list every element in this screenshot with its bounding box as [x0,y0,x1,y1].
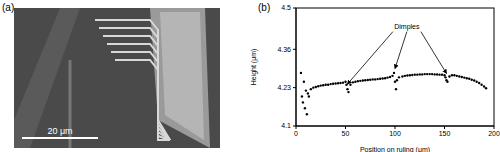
svg-text:50: 50 [342,130,350,137]
svg-text:4.1: 4.1 [281,122,291,129]
svg-text:Position on ruling (μm): Position on ruling (μm) [360,146,430,152]
svg-text:200: 200 [488,130,492,137]
svg-text:100: 100 [389,130,401,137]
svg-text:Height (μm): Height (μm) [250,49,258,86]
svg-text:Dimples: Dimples [394,23,420,31]
svg-text:4.36: 4.36 [277,46,291,53]
svg-text:4.23: 4.23 [277,84,291,91]
svg-text:150: 150 [439,130,451,137]
svg-text:(a): (a) [8,2,14,13]
svg-text:0: 0 [294,130,298,137]
svg-text:4.5: 4.5 [281,4,291,11]
svg-text:(b): (b) [258,2,270,13]
svg-text:20 μm: 20 μm [47,126,72,136]
